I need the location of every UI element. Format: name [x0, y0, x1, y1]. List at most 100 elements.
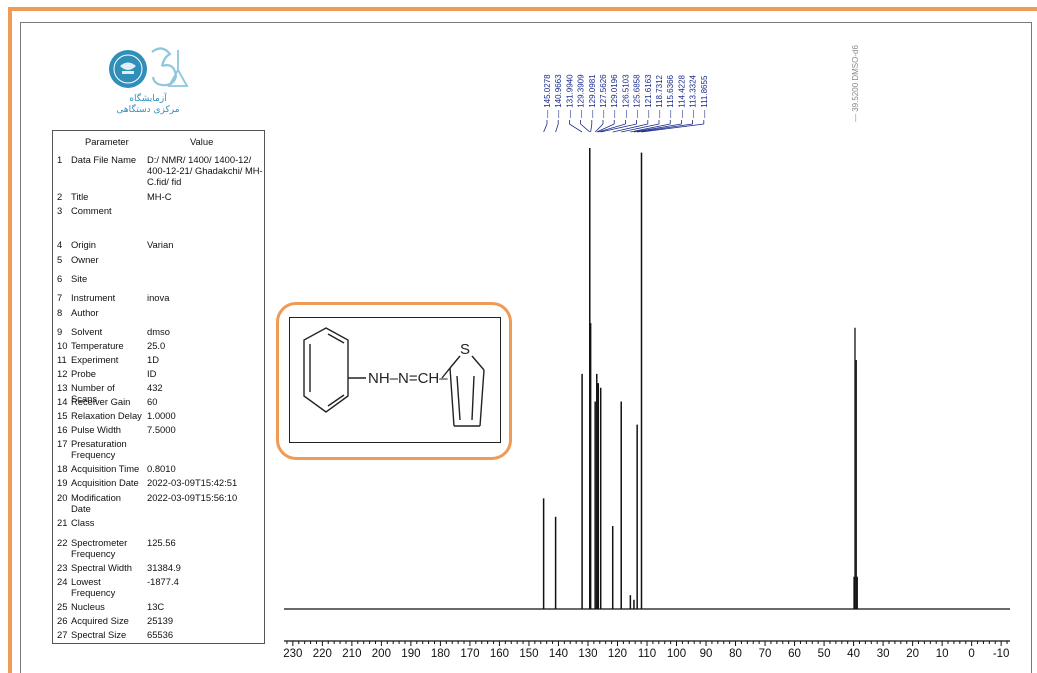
logo-text-line1: آزمایشگاه	[129, 94, 167, 104]
peak-label-leader	[596, 123, 615, 133]
peak-label: — 125.6858	[633, 74, 642, 118]
row-value: Varian	[147, 239, 174, 250]
row-parameter: Temperature	[71, 340, 124, 351]
peak-label-leader	[569, 123, 583, 133]
x-axis-tick-label: 130	[578, 648, 597, 660]
peak-label: — 127.5626	[599, 74, 608, 118]
peak-label-leader	[637, 123, 693, 133]
x-axis-tick-label: 140	[549, 648, 568, 660]
row-number: 8	[57, 307, 63, 318]
peak-layer	[284, 148, 1010, 610]
row-number: 17	[57, 438, 68, 449]
peak-label: — 131.9940	[565, 74, 574, 118]
x-axis-tick-label: 170	[460, 648, 479, 660]
row-parameter: Spectrometer Frequency	[71, 537, 128, 559]
structure-highlight-box: NH–N=CH– S	[276, 302, 512, 460]
peak-label-layer: — 145.0278— 140.9663— 131.9940— 129.3909…	[543, 45, 860, 133]
row-number: 21	[57, 517, 68, 528]
peak-label-leader	[612, 123, 648, 133]
x-axis-tick-label: 10	[936, 648, 949, 660]
outer-frame	[8, 7, 1037, 673]
x-axis-tick-label: 220	[313, 648, 332, 660]
row-number: 22	[57, 537, 68, 548]
peak-label: — 145.0278	[543, 74, 552, 118]
row-parameter: Relaxation Delay	[71, 410, 142, 421]
row-number: 12	[57, 368, 68, 379]
x-axis-tick-label: 60	[788, 648, 801, 660]
row-value: 2022-03-09T15:42:51	[147, 477, 238, 488]
peak-label-leader	[621, 123, 660, 133]
row-parameter: Acquisition Time	[71, 463, 140, 474]
row-number: 13	[57, 382, 68, 393]
row-parameter: Lowest Frequency	[71, 576, 116, 598]
peak-label-leader	[600, 123, 637, 133]
peak-label: — 129.3909	[577, 74, 586, 118]
row-value: 13C	[147, 601, 165, 612]
x-axis-tick-label: 180	[431, 648, 450, 660]
x-axis-tick-label: 80	[729, 648, 742, 660]
row-parameter: Class	[71, 517, 95, 528]
x-axis-tick-label: 70	[759, 648, 772, 660]
thiophene-ring-icon	[441, 355, 485, 427]
row-parameter: Origin	[71, 239, 97, 250]
row-number: 24	[57, 576, 68, 587]
row-number: 16	[57, 424, 68, 435]
peak-label: — 140.9663	[554, 74, 563, 118]
row-parameter: Owner	[71, 254, 99, 265]
peak-label: — 129.0196	[610, 74, 619, 118]
row-number: 14	[57, 396, 68, 407]
peak-label-leader	[633, 123, 682, 133]
peak-label: — 113.3324	[689, 74, 698, 118]
peak-label-leader	[555, 123, 559, 133]
row-parameter: Title	[71, 191, 89, 202]
spectrum-frame	[20, 22, 1032, 673]
row-value: dmso	[147, 326, 170, 337]
row-parameter: Nucleus	[71, 601, 105, 612]
row-value: 65536	[147, 629, 174, 640]
row-value: 2022-03-09T15:56:10	[147, 492, 238, 503]
x-axis-tick-label: 100	[667, 648, 686, 660]
lab-logo: آزمایشگاه مرکزی دستگاهی	[98, 42, 198, 118]
row-number: 1	[57, 154, 63, 165]
benzene-ring-icon	[303, 327, 366, 413]
row-value: 0.8010	[147, 463, 176, 474]
value-header: Value	[190, 136, 214, 147]
row-value: 1D	[147, 354, 159, 365]
x-axis-tick-label: 160	[490, 648, 509, 660]
row-value: MH-C	[147, 191, 172, 202]
row-number: 18	[57, 463, 68, 474]
lab-logo-emblem-icon	[109, 47, 189, 88]
x-axis-tick-label: 30	[877, 648, 890, 660]
row-parameter: Experiment	[71, 354, 119, 365]
peak-label-leader	[630, 123, 671, 133]
peak-label: — 114.4228	[677, 74, 686, 118]
solvent-peak-label: — 39.5200 DMSO-d6	[851, 45, 860, 122]
row-number: 3	[57, 205, 63, 216]
row-number: 15	[57, 410, 68, 421]
x-axis-tick-label: 210	[342, 648, 361, 660]
x-axis-tick-label: 0	[968, 648, 974, 660]
x-axis-tick-label: 150	[519, 648, 538, 660]
row-number: 5	[57, 254, 63, 265]
row-parameter: Spectral Size	[71, 629, 127, 640]
x-axis-tick-label: 110	[638, 648, 656, 660]
x-axis-tick-label: 90	[700, 648, 713, 660]
row-number: 10	[57, 340, 68, 351]
row-value: 125.56	[147, 537, 176, 548]
x-axis: 230 220 210 200 190 180 170 160 150 140 130 120 110 1…	[283, 640, 1010, 660]
row-parameter: Author	[71, 307, 99, 318]
row-value: inova	[147, 292, 170, 303]
row-value: 25139	[147, 615, 174, 626]
row-value: 432	[147, 382, 163, 393]
row-parameter: Modification Date	[71, 492, 122, 514]
parameter-header: Parameter	[85, 136, 129, 147]
row-number: 23	[57, 562, 68, 573]
row-number: 27	[57, 629, 68, 640]
peak-label: — 129.0981	[588, 74, 597, 118]
peak-label: — 111.8655	[700, 75, 709, 118]
row-parameter: Pulse Width	[71, 424, 122, 435]
peak-label-leader	[598, 123, 626, 133]
row-parameter: Site	[71, 273, 88, 284]
x-axis-tick-label: 120	[608, 648, 627, 660]
